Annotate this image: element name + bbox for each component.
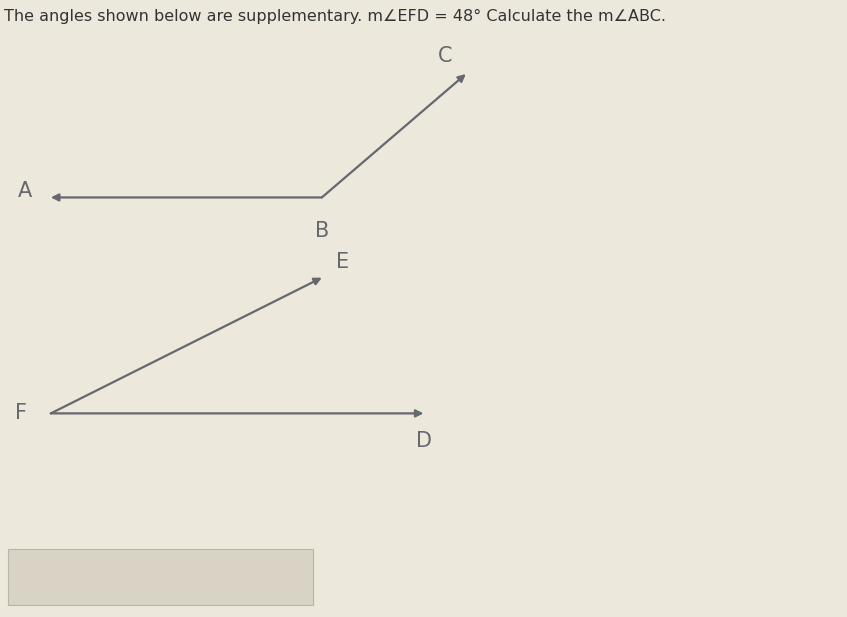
Text: The angles shown below are supplementary. m∠EFD = 48° Calculate the m∠ABC.: The angles shown below are supplementary… [4,9,667,24]
Text: B: B [315,222,329,241]
FancyBboxPatch shape [8,549,313,605]
Text: D: D [416,431,431,451]
Text: E: E [336,252,350,272]
Text: A: A [19,181,32,201]
Text: C: C [437,46,452,65]
Text: F: F [15,404,27,423]
